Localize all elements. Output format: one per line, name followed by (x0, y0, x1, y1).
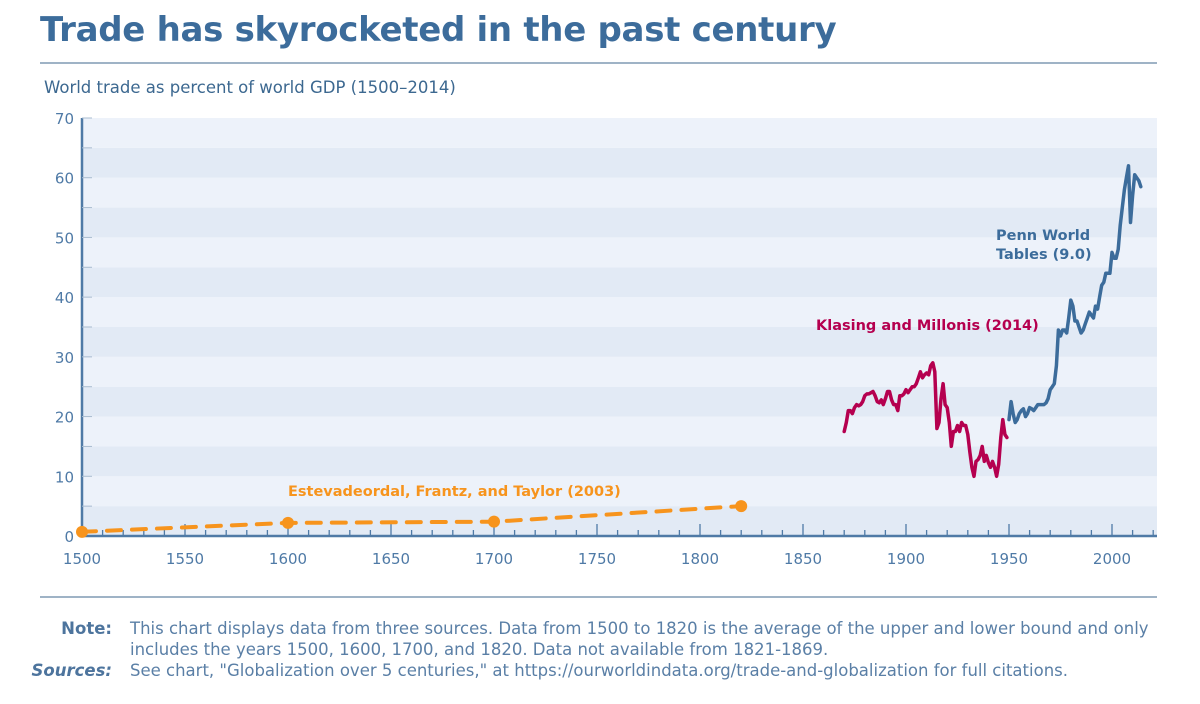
x-tick-label: 1700 (475, 550, 513, 568)
x-tick-label: 1900 (887, 550, 925, 568)
grid-band (82, 506, 1157, 536)
grid-band (82, 267, 1157, 298)
note-row: Note: This chart displays data from thre… (0, 618, 1200, 660)
series-label: Tables (9.0) (996, 247, 1092, 263)
grid-band (82, 416, 1157, 447)
y-tick-label: 50 (55, 229, 74, 247)
data-point (735, 500, 748, 513)
x-tick-label: 1800 (681, 550, 719, 568)
y-tick-label: 20 (55, 409, 74, 427)
y-tick-label: 70 (55, 110, 74, 128)
x-axis: 1500 1550 1600 1650 1700 1750 1800 1850 1900 1950… (63, 524, 1157, 568)
chart: 0 10 20 30 40 50 60 70 1500 1550 1600 1650 1700 1750… (55, 110, 1157, 568)
x-tick-label: 1650 (372, 550, 410, 568)
grid-band (82, 177, 1157, 208)
x-tick-label: 1550 (166, 550, 204, 568)
x-tick-label: 1600 (269, 550, 307, 568)
grid-band (82, 147, 1157, 178)
footer-divider (40, 596, 1157, 598)
y-tick-label: 30 (55, 349, 74, 367)
y-tick-label: 10 (55, 468, 74, 486)
grid-band (82, 356, 1157, 387)
series-estevadeordal-line (80, 504, 744, 534)
x-tick-label: 1750 (578, 550, 616, 568)
grid-band (82, 386, 1157, 417)
series-klasing-line (842, 361, 1009, 479)
grid-band (82, 327, 1157, 357)
grid-band (82, 118, 1157, 148)
series-label: Estevadeordal, Frantz, and Taylor (2003) (288, 484, 621, 500)
series-penn-line (1007, 164, 1143, 425)
series-label: Klasing and Millonis (2014) (816, 318, 1039, 334)
title-divider (40, 62, 1157, 64)
y-tick-label: 0 (64, 528, 74, 546)
sources-label: Sources: (31, 661, 113, 680)
chart-series (76, 164, 1143, 538)
x-tick-label: 2000 (1093, 550, 1131, 568)
chart-subtitle: World trade as percent of world GDP (150… (44, 78, 456, 97)
grid-band (82, 476, 1157, 507)
x-tick-label: 1850 (784, 550, 822, 568)
y-tick-label: 40 (55, 289, 74, 307)
x-tick-label: 1950 (990, 550, 1028, 568)
chart-background-bands (82, 118, 1157, 536)
y-tick-label: 60 (55, 170, 74, 188)
grid-band (82, 297, 1157, 327)
data-point (76, 525, 88, 538)
data-point (282, 516, 294, 529)
grid-band (82, 237, 1157, 268)
sources-row: Sources: See chart, "Globalization over … (0, 660, 1200, 681)
sources-text: See chart, "Globalization over 5 centuri… (130, 661, 1068, 680)
x-tick-label: 1500 (63, 550, 101, 568)
note-text: This chart displays data from three sour… (130, 619, 1149, 659)
y-axis: 0 10 20 30 40 50 60 70 (55, 110, 92, 546)
note-label: Note: (61, 619, 112, 638)
footnotes: Note: This chart displays data from thre… (0, 618, 1200, 681)
grid-band (82, 207, 1157, 238)
page-title: Trade has skyrocketed in the past centur… (40, 10, 837, 50)
data-point (488, 515, 500, 528)
series-label: Penn World (996, 228, 1090, 244)
series-labels: Estevadeordal, Frantz, and Taylor (2003)… (288, 228, 1092, 500)
